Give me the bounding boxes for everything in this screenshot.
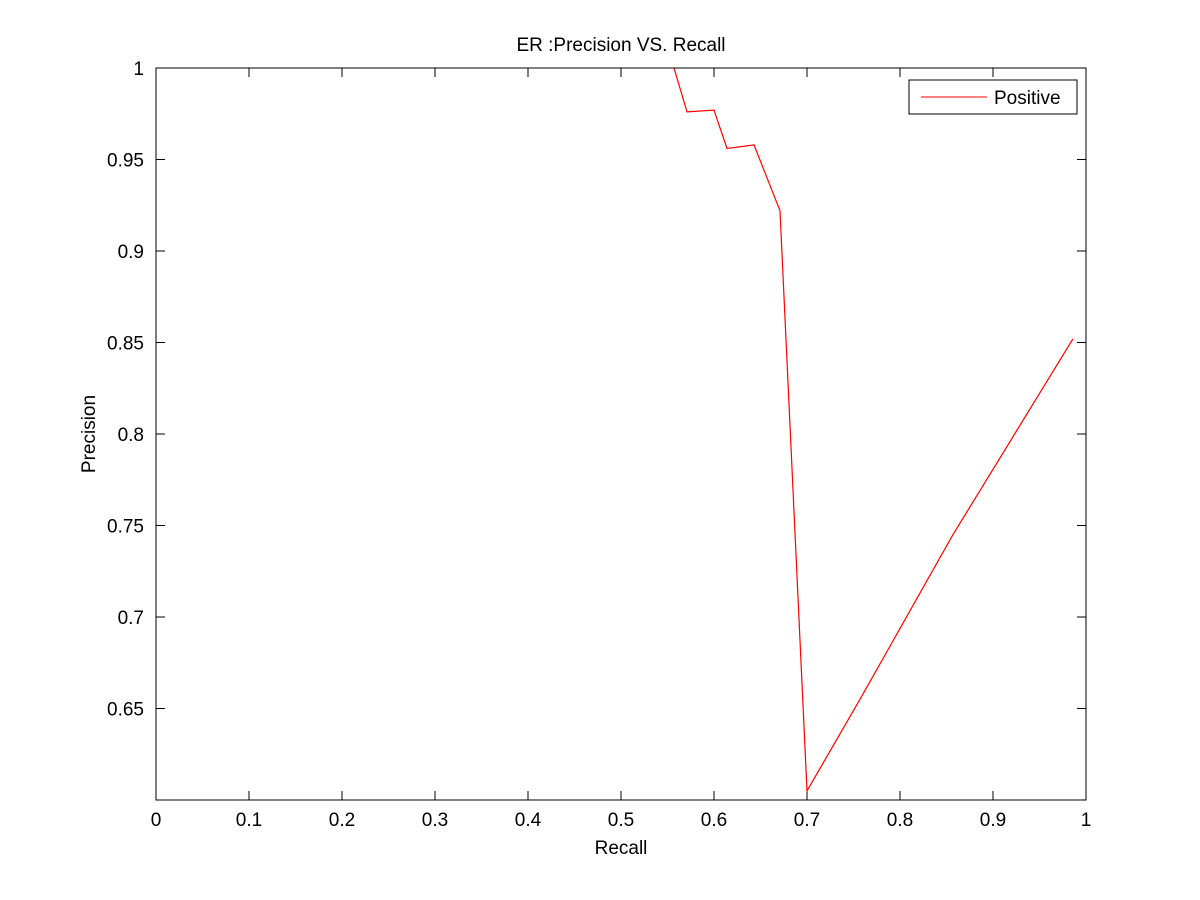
x-tick-label: 0.7 xyxy=(794,810,820,831)
series-line-positive xyxy=(673,67,1074,793)
y-tick-label: 0.75 xyxy=(107,517,144,538)
x-axis-label: Recall xyxy=(595,838,648,859)
y-tick-label: 0.95 xyxy=(107,151,144,172)
plot-area xyxy=(156,68,1086,800)
x-tick-label: 0.6 xyxy=(701,810,727,831)
x-tick-label: 0.8 xyxy=(887,810,913,831)
legend: Positive xyxy=(908,79,1078,115)
chart-title: ER :Precision VS. Recall xyxy=(516,35,725,56)
y-tick-label: 0.9 xyxy=(118,242,144,263)
x-tick-label: 0.2 xyxy=(329,810,355,831)
x-axis-ticks: 0 0.1 0.2 0.3 0.4 0.5 0.6 0.7 0.8 0.9 1 xyxy=(151,68,1092,831)
y-tick-label: 0.65 xyxy=(107,700,144,721)
y-axis-label: Precision xyxy=(79,395,100,473)
x-tick-label: 0.5 xyxy=(608,810,634,831)
plot-frame xyxy=(155,67,1087,801)
y-tick-label: 0.85 xyxy=(107,334,144,355)
x-tick-label: 0.1 xyxy=(236,810,262,831)
y-tick-label: 0.8 xyxy=(118,425,144,446)
legend-label-positive: Positive xyxy=(994,88,1061,109)
series-layer xyxy=(673,67,1074,793)
x-tick-label: 0.4 xyxy=(515,810,542,831)
x-tick-label: 0 xyxy=(151,810,162,831)
y-tick-label: 0.7 xyxy=(118,608,144,629)
x-tick-label: 1 xyxy=(1081,810,1092,831)
y-axis-ticks: 0.65 0.7 0.75 0.8 0.85 0.9 0.95 1 xyxy=(107,59,1086,721)
y-tick-label: 1 xyxy=(133,59,144,80)
x-tick-label: 0.9 xyxy=(980,810,1006,831)
x-tick-label: 0.3 xyxy=(422,810,448,831)
